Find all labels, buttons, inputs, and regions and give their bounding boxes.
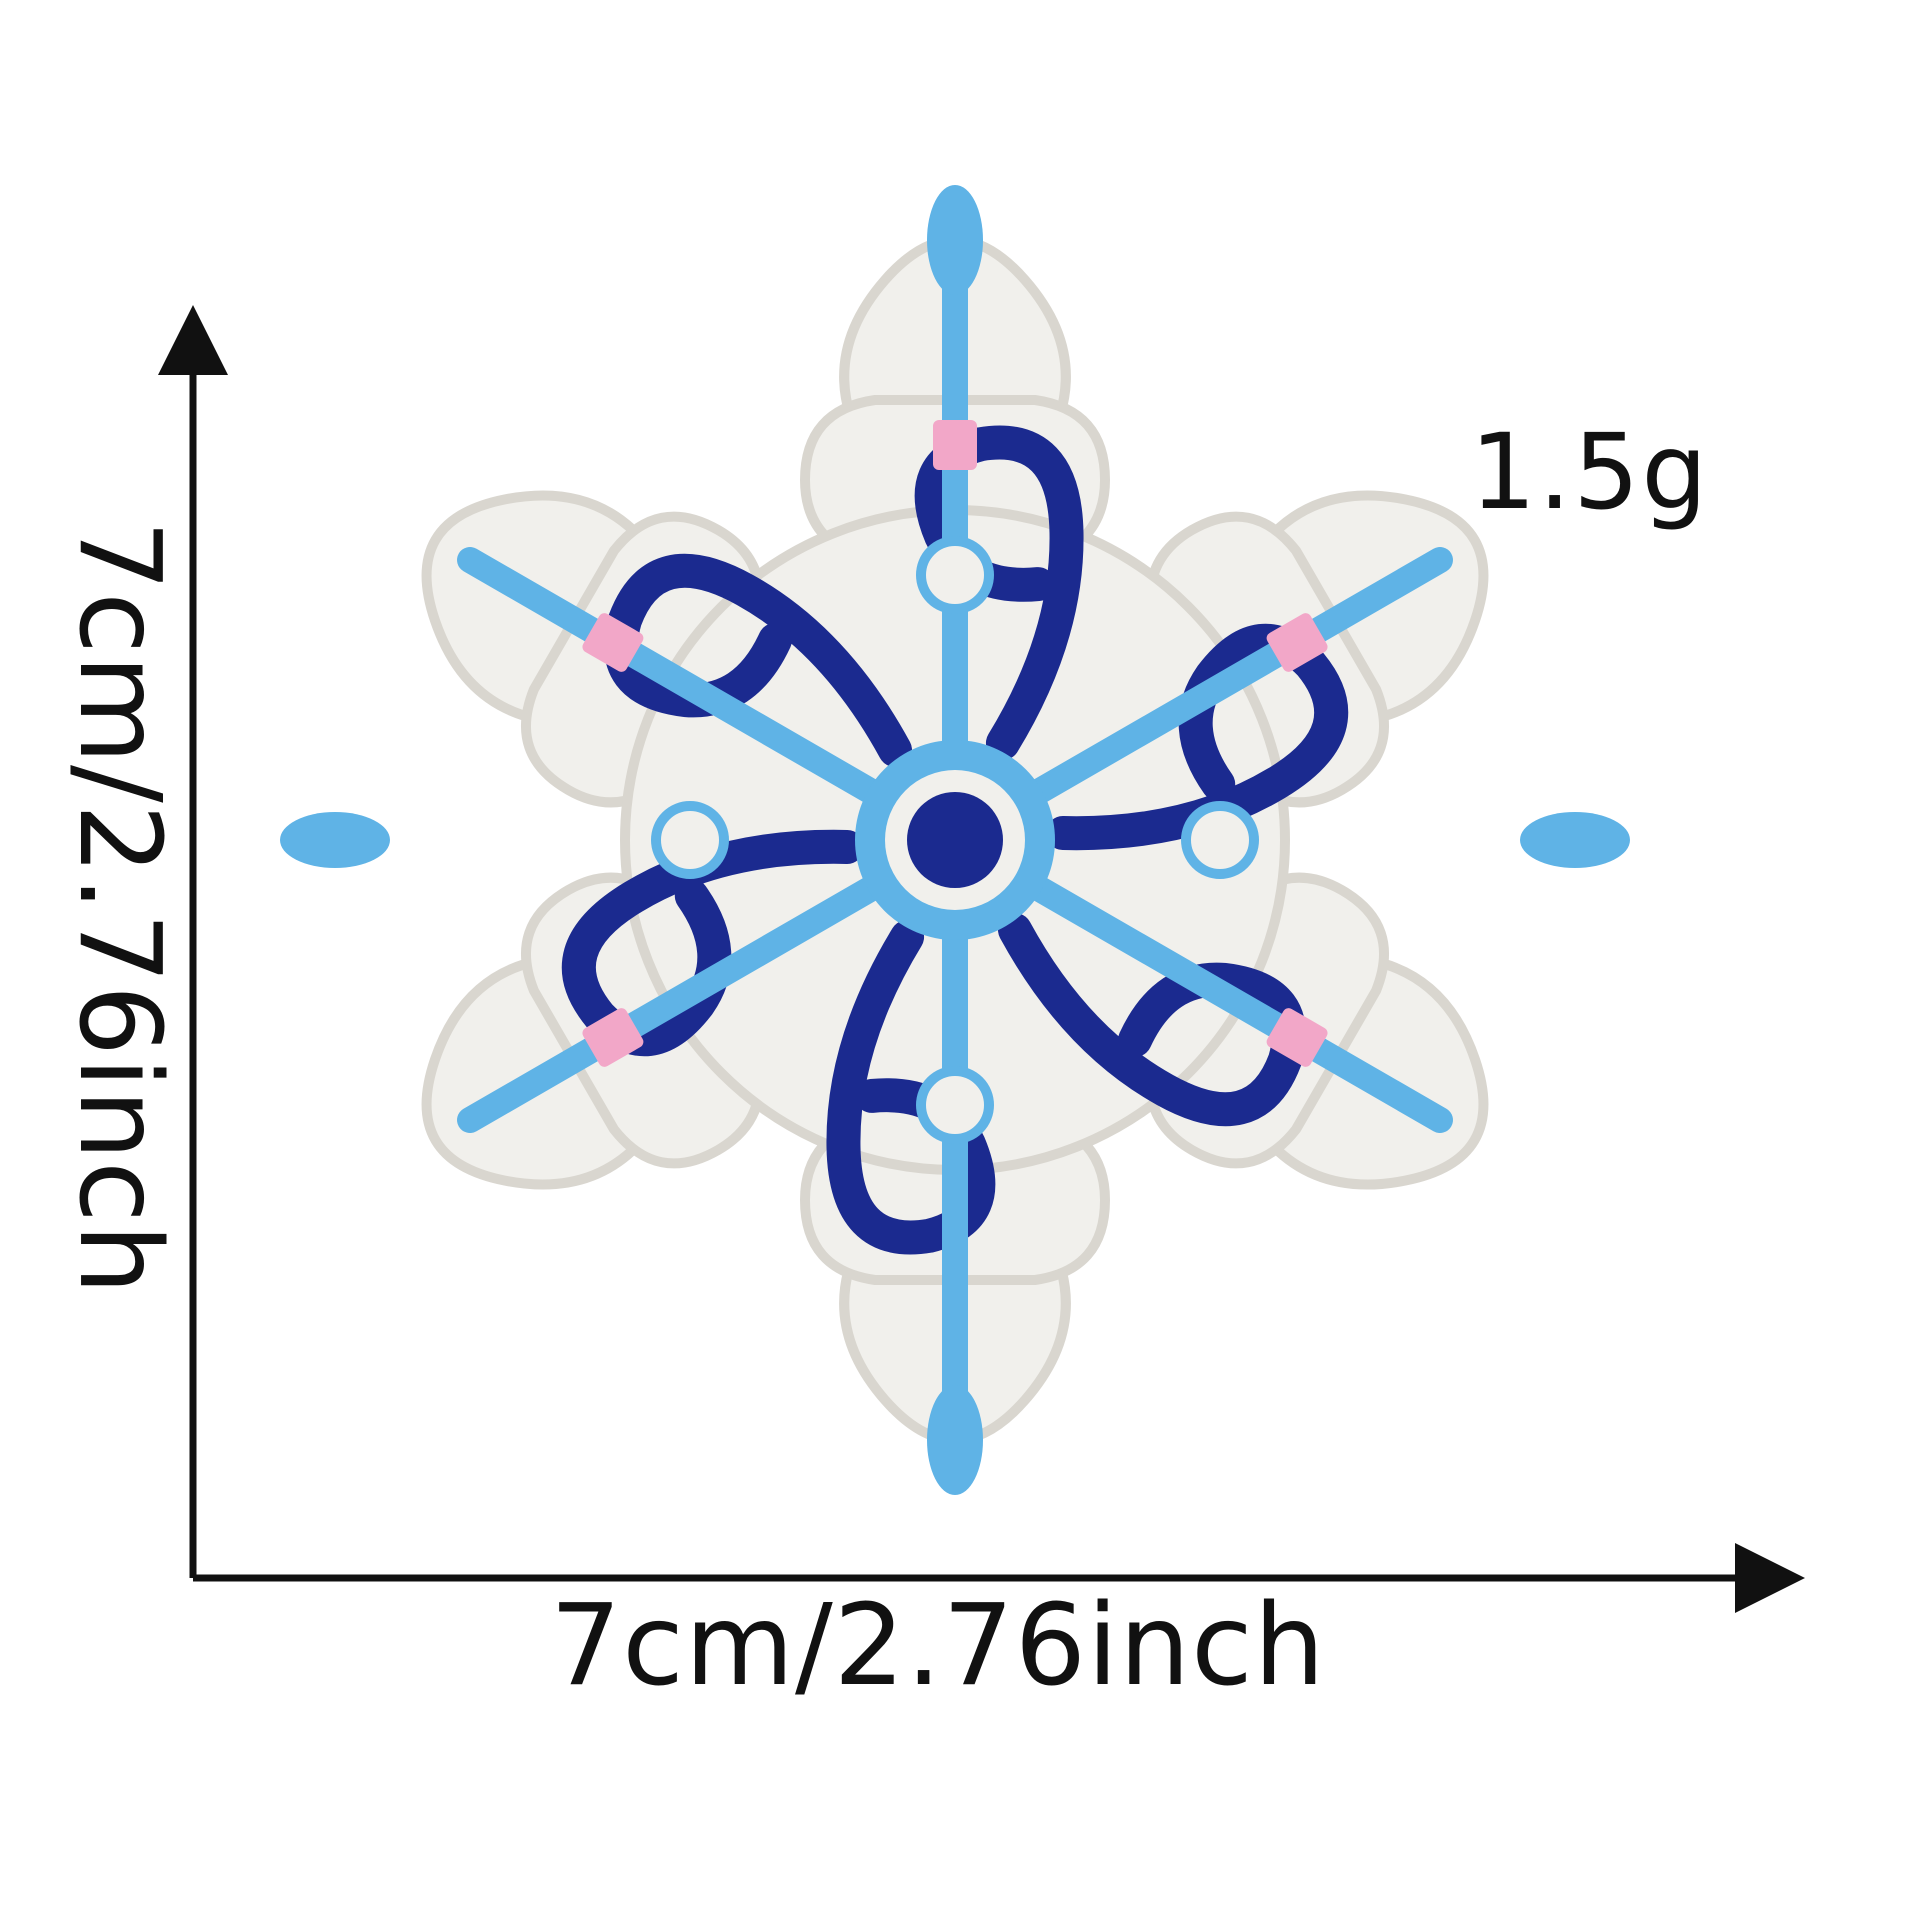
- height-dimension-label: 7cm/2.76inch: [54, 520, 184, 1296]
- width-dimension-label: 7cm/2.76inch: [550, 1581, 1326, 1711]
- dimension-arrows: [158, 305, 1805, 1613]
- weight-label: 1.5g: [1470, 411, 1710, 533]
- patch-base: [280, 185, 1630, 1495]
- height-dimension-wrap: 7cm/2.76inch: [54, 520, 184, 1340]
